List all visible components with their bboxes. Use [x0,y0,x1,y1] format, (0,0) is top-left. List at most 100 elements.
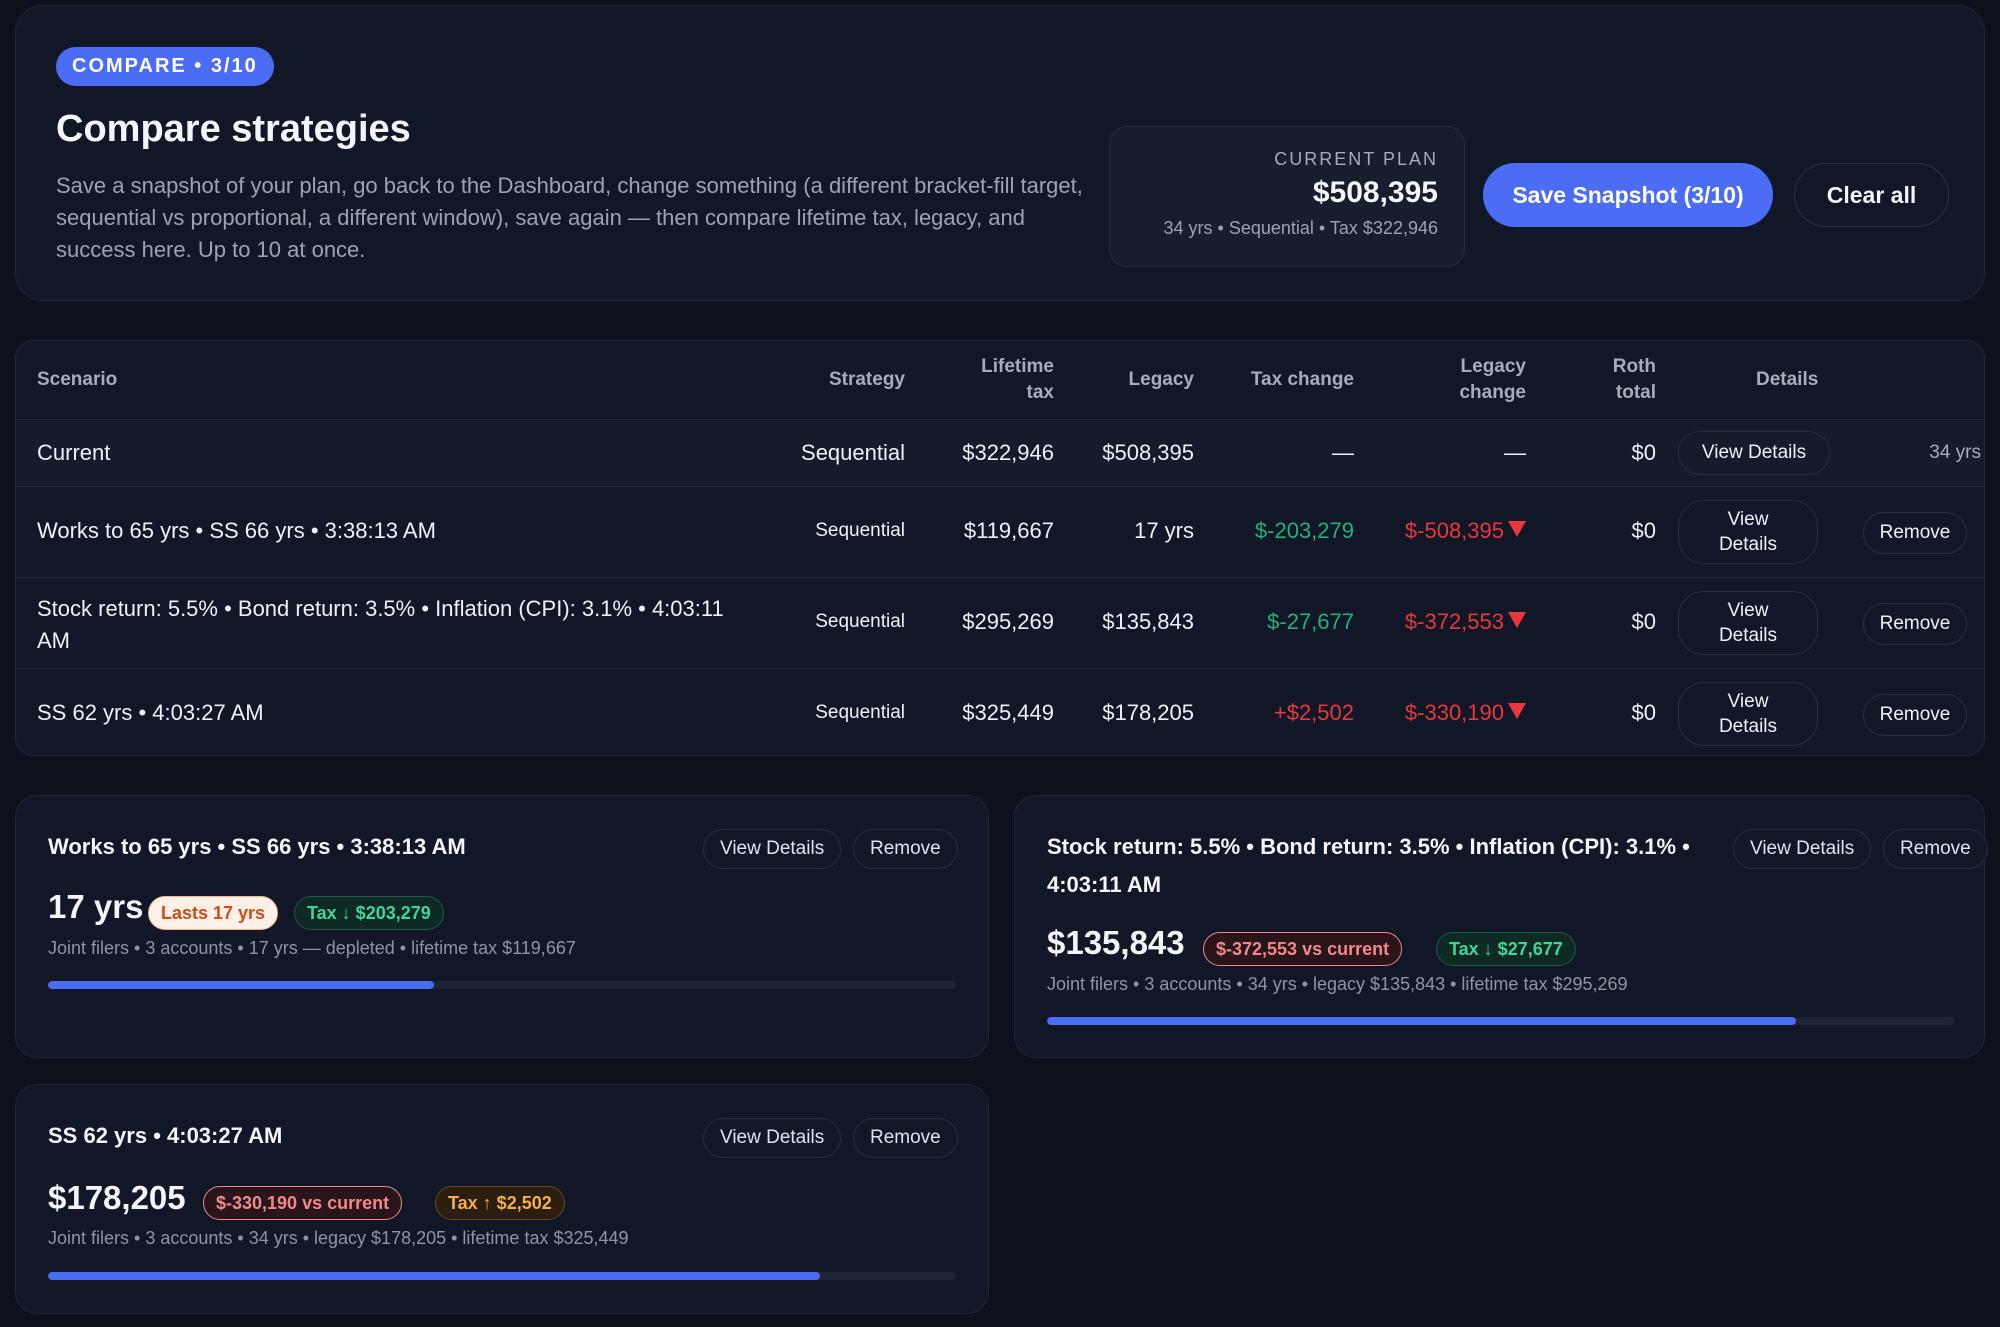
view-details-button[interactable]: View Details [1678,431,1830,475]
remove-button[interactable]: Remove [1863,512,1967,554]
tax-change: $-27,677 [1267,609,1354,634]
legacy: $508,395 [1102,440,1194,465]
card-title-line2: 4:03:11 AM [1047,872,1162,897]
roth-total: $0 [1631,440,1656,465]
lasts-badge: Lasts 17 yrs [148,896,279,930]
roth-total: $0 [1631,518,1656,543]
view-details-button[interactable]: View Details [1678,591,1818,655]
card-title: SS 62 yrs • 4:03:27 AM [48,1123,283,1148]
table-header: Scenario Strategy Lifetime tax Legacy Ta… [16,341,1984,419]
roth-total: $0 [1631,700,1656,725]
strategy: Sequential [801,440,905,465]
card-title: Works to 65 yrs • SS 66 yrs • 3:38:13 AM [48,834,466,859]
col-details: Details [1756,369,1819,390]
tax-change: $-203,279 [1254,518,1354,543]
legacy-change: $-508,395 [1346,518,1526,544]
scenario-name: Current [37,440,111,465]
scenario-card: Works to 65 yrs • SS 66 yrs • 3:38:13 AM… [15,795,989,1058]
card-meta: Joint filers • 3 accounts • 34 yrs • leg… [1047,974,1628,994]
down-triangle-icon [1508,612,1526,628]
card-meta: Joint filers • 3 accounts • 34 yrs • leg… [48,1228,629,1248]
scenario-card: Stock return: 5.5% • Bond return: 3.5% •… [1014,795,1988,1058]
table-row: Stock return: 5.5% • Bond return: 3.5% •… [16,577,1984,668]
clear-all-button[interactable]: Clear all [1794,163,1949,227]
remove-button[interactable]: Remove [853,1118,958,1158]
table-row-current: Current Sequential $322,946 $508,395 — —… [16,419,1984,486]
comparison-table: Scenario Strategy Lifetime tax Legacy Ta… [15,340,1985,756]
col-lifetime-tax-line1: Lifetime [981,356,1054,377]
save-snapshot-button[interactable]: Save Snapshot (3/10) [1483,163,1773,227]
card-value: 17 yrs [48,888,144,925]
legacy: $178,205 [1102,700,1194,725]
progress-fill [48,1272,820,1280]
page-description: Save a snapshot of your plan, go back to… [56,173,1083,262]
lifetime-tax: $322,946 [962,440,1054,465]
view-details-button[interactable]: View Details [703,1118,842,1158]
legacy-vs-current-badge: $-372,553 vs current [1203,932,1403,966]
tax-change-badge: Tax ↑ $2,502 [435,1186,565,1220]
legacy-vs-current-badge: $-330,190 vs current [203,1186,403,1220]
progress-track [1047,1017,1954,1025]
card-value: $178,205 [48,1179,186,1216]
current-plan-meta: 34 yrs • Sequential • Tax $322,946 [1163,218,1438,238]
legacy-change: $-330,190 [1346,700,1526,726]
remove-button[interactable]: Remove [1883,829,1988,869]
scenario-name: Works to 65 yrs • SS 66 yrs • 3:38:13 AM [37,518,436,543]
col-strategy: Strategy [828,369,905,390]
view-label: View [1727,509,1769,530]
view-details-button[interactable]: View Details [1678,682,1818,746]
progress-fill [48,981,434,989]
legacy-change: $-372,553 [1346,609,1526,635]
progress-track [48,981,956,989]
col-roth-total-line2: total [1615,382,1656,403]
tax-change: +$2,502 [1273,700,1354,725]
view-details-button[interactable]: View Details [1733,829,1872,869]
table-row: SS 62 yrs • 4:03:27 AM Sequential $325,4… [16,668,1984,755]
view-label: View [1727,600,1769,621]
legacy: $135,843 [1102,609,1194,634]
tax-change: — [1332,440,1354,465]
details-label: Details [1718,625,1778,646]
card-meta: Joint filers • 3 accounts • 17 yrs — dep… [48,938,576,958]
down-triangle-icon [1508,521,1526,537]
remove-button[interactable]: Remove [1863,694,1967,736]
view-details-button[interactable]: View Details [703,829,842,869]
col-legacy-change-line2: change [1459,382,1526,403]
page-title: Compare strategies [56,108,411,150]
card-title-line1: Stock return: 5.5% • Bond return: 3.5% •… [1047,834,1690,859]
view-label: View [1727,691,1769,712]
legacy-change-value: $-372,553 [1404,609,1504,634]
col-legacy-change: Legacy change [1426,354,1526,406]
current-plan-summary: CURRENT PLAN $508,395 34 yrs • Sequentia… [1109,126,1465,267]
col-lifetime-tax-line2: tax [1026,382,1054,403]
details-label: Details [1718,534,1778,555]
card-value: $135,843 [1047,924,1185,961]
col-roth-total: Roth total [1556,354,1656,406]
col-roth-total-line1: Roth [1612,356,1656,377]
lifetime-tax: $119,667 [963,518,1054,543]
strategy: Sequential [815,702,905,723]
strategy: Sequential [815,520,905,541]
scenario-name: Stock return: 5.5% • Bond return: 3.5% •… [37,593,777,657]
view-details-button[interactable]: View Details [1678,500,1818,564]
col-legacy: Legacy [1128,369,1194,390]
legacy-change: — [1504,440,1526,465]
lifetime-tax: $295,269 [962,609,1054,634]
remove-button[interactable]: Remove [853,829,958,869]
table-row: Works to 65 yrs • SS 66 yrs • 3:38:13 AM… [16,486,1984,577]
compare-header-card: COMPARE • 3/10 Compare strategies Save a… [15,5,1985,301]
legacy-change-value: $-330,190 [1404,700,1504,725]
col-legacy-change-line1: Legacy [1460,356,1526,377]
legacy: 17 yrs [1134,518,1194,543]
tax-change-badge: Tax ↓ $27,677 [1436,932,1576,966]
legacy-change-value: $-508,395 [1404,518,1504,543]
col-lifetime-tax: Lifetime tax [954,354,1054,406]
scenario-name-line1: Stock return: 5.5% • Bond return: 3.5% •… [37,596,724,621]
current-plan-value: $508,395 [1312,176,1438,209]
scenario-name-line2: AM [37,628,70,653]
details-label: Details [1718,716,1778,737]
tax-change-badge: Tax ↓ $203,279 [294,896,444,930]
col-scenario: Scenario [37,369,118,390]
remove-button[interactable]: Remove [1863,603,1967,645]
progress-track [48,1272,956,1280]
